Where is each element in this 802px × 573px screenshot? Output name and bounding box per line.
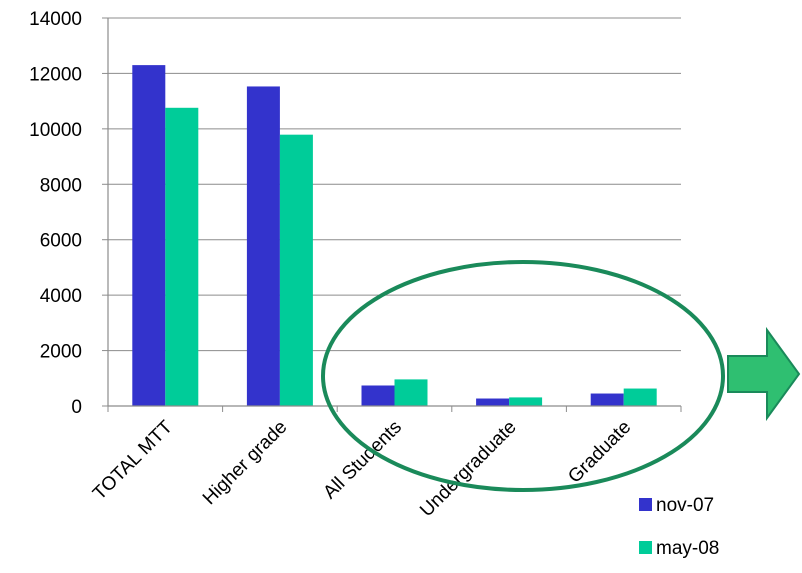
legend-swatch-may-08 [639,541,652,554]
legend-swatch-nov-07 [639,498,652,511]
legend: nov-07 may-08 [639,495,719,559]
y-axis-ticks: 0 2000 4000 6000 8000 10000 12000 14000 [29,9,108,418]
category-label: Higher grade [199,417,292,510]
bars [132,65,657,407]
y-tick-label: 14000 [29,9,82,30]
y-tick-label: 8000 [40,175,82,196]
y-tick-label: 0 [71,397,82,418]
bar-may-08-1 [279,134,313,407]
y-tick-label: 4000 [40,286,82,307]
category-label: Graduate [564,417,635,488]
bar-nov-07-1 [246,86,280,406]
legend-label: may-08 [656,538,719,559]
bar-may-08-4 [623,388,657,406]
y-tick-label: 6000 [40,231,82,252]
bar-may-08-0 [165,107,199,407]
annotation [321,260,801,492]
bar-may-08-2 [394,379,428,406]
bar-nov-07-2 [361,385,395,406]
y-tick-label: 2000 [40,342,82,363]
highlight-ellipse [321,260,725,492]
bar-nov-07-3 [476,398,510,406]
x-axis [107,18,682,412]
y-tick-label: 10000 [29,120,82,141]
category-label: TOTAL MTT [89,416,177,504]
category-labels: TOTAL MTT Higher grade All Students Undergr… [89,416,635,521]
category-label: All Students [319,417,406,504]
category-label: Undergraduate [416,417,520,521]
legend-label: nov-07 [656,495,714,516]
gridlines [108,17,681,352]
bar-nov-07-0 [132,65,166,406]
right-arrow-icon [727,326,801,422]
bar-may-08-3 [509,397,543,406]
bar-nov-07-4 [590,393,624,406]
y-tick-label: 12000 [29,64,82,85]
